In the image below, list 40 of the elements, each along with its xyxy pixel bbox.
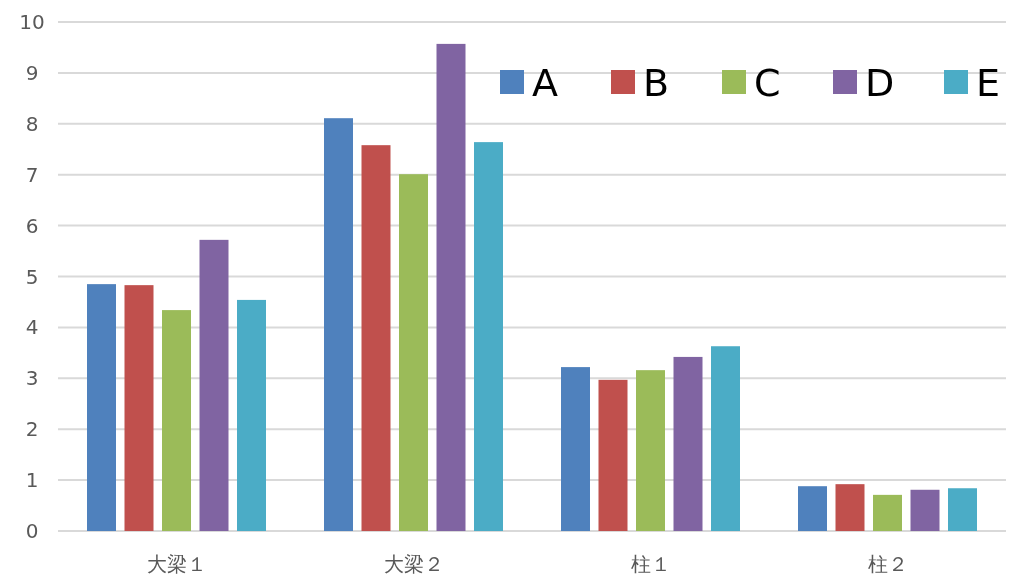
bar	[798, 486, 827, 531]
bar	[399, 174, 428, 531]
x-tick-label: 大梁１	[146, 552, 207, 576]
y-tick-label: 9	[25, 60, 39, 85]
bar	[237, 299, 266, 531]
bar	[673, 356, 703, 531]
y-tick-label: 1	[25, 468, 39, 493]
bar	[948, 488, 977, 531]
y-tick-label: 3	[25, 366, 39, 391]
y-tick-label: 4	[25, 315, 39, 340]
bar	[436, 43, 466, 531]
bar	[124, 285, 154, 531]
y-tick-label: 7	[25, 162, 39, 187]
legend-label: E	[976, 61, 1001, 105]
bar	[162, 310, 191, 531]
x-tick-label: 柱２	[867, 552, 908, 576]
bar	[636, 370, 665, 531]
bar	[711, 346, 740, 531]
bar	[598, 379, 628, 531]
legend-label: D	[865, 61, 895, 105]
bar	[873, 494, 902, 531]
bar	[910, 489, 940, 531]
bar	[199, 239, 229, 531]
y-tick-label: 0	[25, 519, 39, 543]
bar	[835, 484, 865, 531]
bar	[87, 284, 116, 531]
y-tick-label: 2	[25, 417, 39, 442]
y-tick-label: 6	[25, 213, 39, 238]
bar	[561, 367, 590, 531]
y-tick-label: 10	[19, 10, 45, 34]
x-tick-label: 柱１	[630, 552, 671, 576]
y-tick-label: 8	[25, 111, 39, 136]
legend-label: A	[532, 61, 558, 105]
legend-label: B	[643, 61, 670, 105]
y-tick-label: 5	[25, 264, 39, 289]
legend-label: C	[754, 61, 781, 105]
bar	[324, 118, 353, 531]
bar	[474, 142, 503, 531]
bar	[361, 145, 391, 531]
x-tick-label: 大梁２	[383, 552, 444, 576]
